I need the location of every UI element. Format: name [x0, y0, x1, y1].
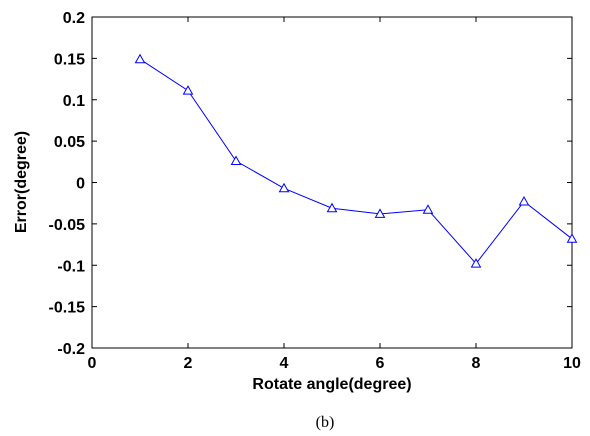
data-point-marker: [326, 202, 338, 213]
data-point-marker: [470, 258, 482, 268]
y-tick-label: 0.15: [54, 51, 85, 68]
x-tick-label: 8: [472, 355, 481, 372]
x-tick-label: 4: [280, 355, 289, 372]
data-point-marker: [134, 53, 146, 64]
data-point-marker: [374, 208, 386, 218]
data-point-marker: [182, 85, 194, 95]
y-axis-title: Error(degree): [13, 131, 30, 233]
data-point-marker: [518, 195, 530, 206]
y-tick-label: 0.1: [63, 93, 85, 110]
x-tick-label: 10: [563, 355, 581, 372]
data-point-marker: [278, 182, 290, 193]
y-axis: 0.2 0.15 0.1 0.05 0 -0.05 -0.1 -0.15 -0.2: [49, 10, 572, 358]
y-tick-label: -0.15: [49, 300, 86, 317]
series-line: [139, 58, 573, 265]
x-axis: 0 2 4 6 8 10: [88, 17, 581, 372]
data-point-marker: [566, 233, 578, 243]
y-tick-label: 0.2: [63, 10, 85, 27]
y-tick-label: -0.2: [57, 341, 85, 358]
series-group: [134, 53, 578, 268]
y-tick-label: -0.1: [57, 258, 85, 275]
plot-area: [91, 16, 573, 349]
y-tick-label: -0.05: [49, 217, 86, 234]
x-tick-label: 0: [88, 355, 97, 372]
x-axis-title: Rotate angle(degree): [252, 376, 411, 393]
x-tick-label: 6: [376, 355, 385, 372]
y-tick-label: 0: [76, 176, 85, 193]
data-point-marker: [422, 204, 434, 214]
figure-caption: (b): [316, 414, 335, 431]
y-tick-label: 0.05: [54, 134, 85, 151]
data-point-marker: [230, 155, 242, 165]
x-tick-label: 2: [184, 355, 193, 372]
